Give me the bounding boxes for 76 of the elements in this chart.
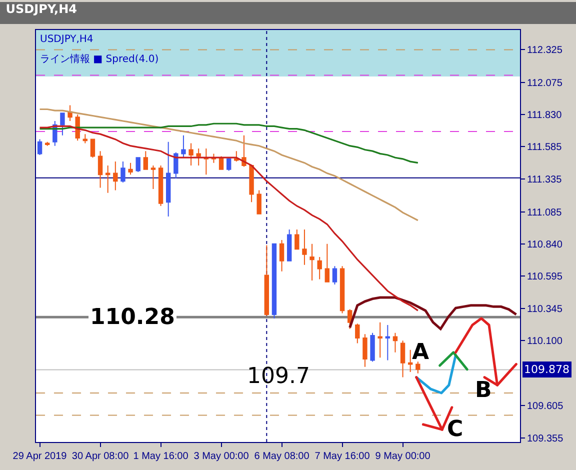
candlestick (332, 266, 338, 285)
candlestick (310, 243, 314, 282)
x-tick-label: 6 May 08:00 (254, 451, 310, 462)
annotation: C (447, 417, 464, 442)
candlestick (188, 142, 194, 166)
candlestick (234, 150, 239, 162)
y-tick-label: 112.325 (527, 45, 563, 56)
candlestick (256, 190, 262, 214)
candlestick (158, 164, 164, 206)
y-tick-label: 112.075 (527, 78, 563, 89)
candlestick (362, 334, 368, 368)
x-tick-label: 1 May 16:00 (133, 451, 189, 462)
y-tick-label: 111.585 (527, 142, 562, 153)
candlestick (378, 322, 382, 358)
candlestick (174, 152, 178, 180)
candlestick (400, 340, 406, 378)
candlestick (44, 141, 50, 146)
candlestick (166, 141, 171, 217)
chart-title: USDJPY,H4 (6, 2, 78, 16)
y-tick-label: 110.100 (527, 336, 563, 348)
candlestick (143, 150, 148, 170)
y-tick-label: 111.085 (527, 207, 562, 218)
x-tick-label: 29 Apr 2019 (12, 451, 68, 462)
annotation: B (475, 378, 492, 403)
ref-line-label: 110.28 (90, 305, 175, 330)
y-tick-label: 110.595 (527, 271, 563, 282)
y-tick-label: 111.335 (527, 174, 562, 186)
line-series (348, 296, 518, 330)
x-tick-label: 3 May 00:00 (194, 451, 250, 462)
candlestick (317, 256, 322, 280)
x-tick-label: 9 May 00:00 (375, 451, 431, 462)
candlestick (150, 164, 156, 190)
candlestick (204, 148, 209, 176)
candlestick (68, 104, 72, 122)
candlestick (136, 157, 140, 172)
y-tick-label: 109.355 (527, 434, 564, 445)
candlestick (196, 148, 201, 166)
candlestick (408, 349, 413, 373)
candlestick (286, 229, 292, 262)
candlestick (128, 162, 133, 176)
candlestick (105, 164, 110, 194)
candlestick (324, 243, 330, 282)
candlestick (340, 266, 345, 314)
candlestick (416, 361, 420, 374)
candlestick (264, 244, 270, 316)
candlestick (98, 150, 103, 188)
candlestick (181, 134, 186, 158)
candlestick (120, 161, 126, 183)
candlestick (279, 239, 284, 272)
y-tick-label: 109.605 (527, 400, 564, 412)
line-series (38, 122, 419, 164)
candlestick (249, 164, 254, 203)
candlestick (370, 332, 375, 362)
candlestick (90, 138, 96, 158)
candlestick (113, 161, 118, 191)
candlestick (60, 112, 65, 136)
ref-line-label: 109.7 (247, 364, 310, 389)
line-series (38, 108, 419, 222)
annotation: ライン情報 ■ Spred(4.0) (40, 53, 159, 65)
candlestick (37, 138, 42, 156)
candlestick (294, 229, 300, 250)
candlestick (302, 229, 307, 266)
candlestick (385, 324, 390, 361)
candlestick (355, 323, 360, 344)
x-tick-label: 7 May 16:00 (314, 451, 370, 462)
annotation: USDJPY,H4 (40, 34, 94, 45)
candlestick (226, 157, 232, 172)
x-tick-label: 30 Apr 08:00 (72, 451, 130, 462)
annotation: A (412, 340, 430, 365)
y-tick-label: 111.830 (527, 110, 562, 121)
candlestick (392, 332, 398, 353)
ref-line-label: 109.878 (524, 363, 570, 376)
candlestick (82, 134, 88, 144)
y-tick-label: 110.840 (527, 239, 563, 250)
y-tick-label: 110.345 (527, 304, 563, 316)
candlestick (272, 243, 277, 319)
